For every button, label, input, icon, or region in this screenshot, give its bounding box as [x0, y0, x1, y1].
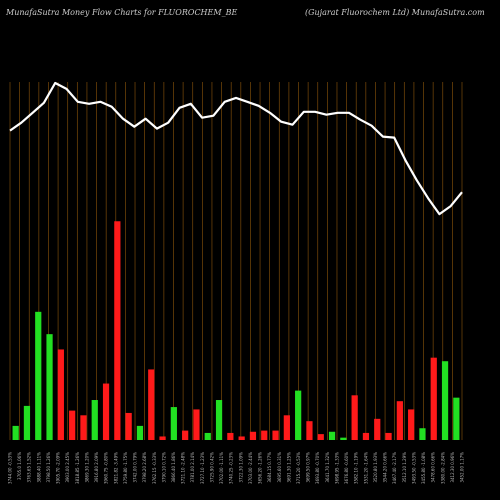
- chart-subtitle: (Gujarat Fluorochem Ltd) MunafaSutra.com: [305, 8, 485, 17]
- bar-green: [419, 428, 426, 440]
- bar-green: [91, 400, 98, 440]
- x-tick-label: 3960.75 -0.80%: [104, 452, 109, 484]
- x-tick-label: 3742.00 0.79%: [133, 452, 138, 483]
- bar-green: [441, 361, 449, 440]
- x-tick-label: 3676.80 -0.60%: [344, 452, 349, 484]
- bar-green: [170, 407, 177, 440]
- x-tick-label: 3455.80 -1.08%: [421, 452, 426, 484]
- bar-red: [272, 430, 279, 440]
- x-tick-label: 3544.20 0.66%: [383, 452, 388, 483]
- bar-red: [283, 415, 290, 440]
- x-tick-label: 3695.60 0.31%: [277, 452, 282, 483]
- x-tick-label: 3478.60 0.66%: [431, 452, 436, 483]
- x-tick-label: 3641.70 1.32%: [325, 452, 330, 483]
- x-tick-label: 3888.40 1.11%: [36, 452, 41, 483]
- x-tick-label: 3790.10 0.72%: [161, 452, 166, 483]
- x-axis-labels: 3744.00 -0.53% 3705.0 1.06% 3763.65 1.52% 3…: [8, 452, 465, 484]
- x-tick-label: 3520.80 1.93%: [373, 452, 378, 483]
- x-tick-label: 3703.00 -2.44%: [248, 452, 253, 484]
- bar-red: [69, 410, 76, 440]
- x-tick-label: 3744.00 -0.53%: [8, 452, 13, 484]
- bar-green: [295, 390, 302, 440]
- bar-green: [453, 397, 460, 440]
- chart-title: MunafaSutra Money Flow Charts for FLUORO…: [6, 8, 238, 17]
- bar-green: [35, 311, 42, 440]
- bar-red: [396, 401, 403, 440]
- x-tick-label: 3866.40 1.86%: [171, 452, 176, 483]
- bar-green: [136, 425, 144, 440]
- bar-red: [227, 432, 234, 440]
- x-tick-label: 3727.10 -1.23%: [200, 452, 205, 484]
- bar-red: [261, 430, 268, 440]
- x-tick-label: 3705.0 1.06%: [17, 452, 22, 480]
- x-tick-label: 3798.50 1.26%: [46, 452, 51, 483]
- bar-green: [46, 334, 53, 440]
- x-tick-label: 3740.25 -0.23%: [229, 452, 234, 484]
- bar-red: [80, 415, 87, 440]
- x-tick-label: 3722.30 1.09%: [238, 452, 243, 483]
- bar-red: [317, 434, 324, 440]
- x-tick-label: 3798.20 2.68%: [142, 452, 147, 483]
- bar-red: [148, 369, 155, 440]
- bar-red: [385, 432, 392, 440]
- x-tick-label: 3684.15 0.77%: [267, 452, 272, 483]
- x-tick-label: 3903.00 2.45%: [65, 452, 70, 483]
- bar-green: [328, 431, 336, 440]
- bar-red: [57, 349, 64, 440]
- x-tick-label: 3821.82 -3.49%: [113, 452, 118, 484]
- x-tick-label: 3467.40 -2.17%: [392, 452, 397, 484]
- bar-red: [238, 436, 245, 440]
- x-tick-label: 3698.95 -1.33%: [334, 452, 339, 484]
- bar-red: [430, 357, 437, 440]
- price-line: [9, 81, 463, 216]
- x-tick-label: 3691.30 1.25%: [286, 452, 291, 483]
- bar-red: [306, 421, 313, 440]
- bar-red: [125, 412, 132, 440]
- bar-green: [340, 437, 347, 440]
- grid-lines: [9, 82, 463, 440]
- bar-red: [362, 432, 370, 440]
- x-tick-label: 3493.50 -0.53%: [411, 452, 416, 484]
- x-tick-label: 3531.20 -1.64%: [363, 452, 368, 484]
- x-tick-label: 3762.15 -0.33%: [152, 452, 157, 484]
- x-tick-label: 3721.10 -2.48%: [181, 452, 186, 484]
- x-tick-label: 3380.00 -2.84%: [440, 452, 445, 484]
- x-tick-label: 3759.80 -1.75%: [123, 452, 128, 484]
- x-tick-label: 3702.00 -1.11%: [219, 452, 224, 484]
- volume-bars: [12, 221, 460, 440]
- bar-green: [215, 400, 223, 440]
- bar-red: [193, 409, 200, 440]
- bar-red: [351, 395, 358, 440]
- x-tick-label: 3781.00 2.14%: [190, 452, 195, 483]
- bar-red: [249, 431, 257, 440]
- x-tick-label: 3512.10 1.29%: [402, 452, 407, 483]
- x-tick-label: 3725.90 0.42%: [209, 452, 214, 483]
- x-tick-label: 3905.70 -2.09%: [56, 452, 61, 484]
- bar-green: [204, 432, 211, 440]
- x-tick-label: 3763.65 1.52%: [27, 452, 32, 483]
- bar-red: [408, 409, 415, 440]
- bar-green: [12, 425, 19, 440]
- x-tick-label: 3582.10 -1.19%: [354, 452, 359, 484]
- x-tick-label: 3715.20 -0.53%: [296, 452, 301, 484]
- bar-red: [159, 436, 166, 440]
- bar-red: [102, 383, 110, 440]
- x-tick-label: 3656.20 -1.26%: [258, 452, 263, 484]
- x-tick-label: 3818.85 -1.26%: [75, 452, 80, 484]
- x-tick-label: 3699.50 0.97%: [306, 452, 311, 483]
- x-tick-label: 3916.80 2.09%: [94, 452, 99, 483]
- bar-red: [374, 418, 381, 440]
- x-tick-label: 3452.00 1.17%: [460, 452, 465, 483]
- x-tick-label: 3693.80 -0.70%: [315, 452, 320, 484]
- bar-red: [114, 221, 121, 440]
- bar-green: [23, 405, 31, 440]
- x-tick-label: 3869.30 1.20%: [84, 452, 89, 483]
- x-tick-label: 3412.30 0.96%: [450, 452, 455, 483]
- bar-red: [182, 430, 189, 440]
